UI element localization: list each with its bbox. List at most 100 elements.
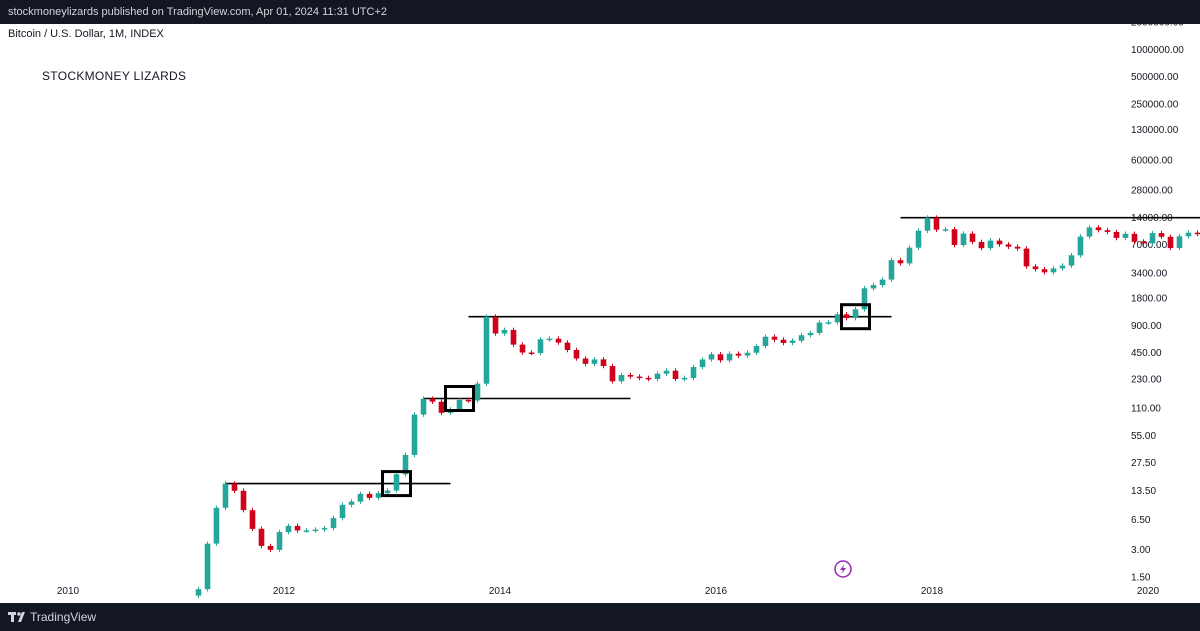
candle — [285, 523, 292, 535]
candle — [357, 491, 364, 504]
candle — [528, 350, 535, 356]
candle — [1050, 266, 1057, 275]
candle — [1131, 231, 1138, 244]
candle — [321, 525, 328, 532]
candle — [1014, 244, 1021, 251]
candle — [1158, 230, 1165, 240]
candle — [546, 336, 553, 342]
candle — [537, 337, 544, 356]
candle — [231, 481, 238, 494]
candle — [366, 491, 373, 501]
candle — [1023, 246, 1030, 269]
candle — [717, 352, 724, 363]
y-tick-label: 3400.00 — [1131, 269, 1168, 280]
candle — [1032, 264, 1039, 272]
candle — [393, 472, 400, 493]
candle — [258, 526, 265, 549]
candle — [330, 515, 337, 531]
candle — [1140, 239, 1147, 246]
candle — [852, 307, 859, 321]
candle — [375, 491, 382, 501]
price-axis[interactable]: 2000000.00 1000000.00 500000.00 250000.00 13… — [1131, 24, 1184, 584]
candle — [339, 502, 346, 521]
candle — [249, 507, 256, 532]
candle — [1122, 231, 1129, 241]
candle — [420, 396, 427, 417]
candle — [204, 541, 211, 592]
candle — [969, 231, 976, 245]
candle — [1167, 234, 1174, 251]
candle — [888, 257, 895, 282]
candle — [240, 488, 247, 513]
candle — [1077, 234, 1084, 258]
candle — [744, 350, 751, 358]
candle — [879, 277, 886, 288]
x-tick-label: 2010 — [57, 586, 80, 597]
price-chart[interactable]: 2000000.00 1000000.00 500000.00 250000.00 13… — [0, 24, 1200, 603]
y-tick-label: 3.00 — [1131, 545, 1151, 556]
candle — [987, 238, 994, 251]
publish-info-bar: stockmoneylizards published on TradingVi… — [0, 0, 1200, 24]
tradingview-brand[interactable]: TradingView — [30, 610, 97, 624]
candle — [591, 357, 598, 367]
candle — [600, 357, 607, 369]
candle — [798, 332, 805, 343]
candle — [555, 336, 562, 345]
candle — [1176, 234, 1183, 251]
candle — [735, 351, 742, 358]
candle — [861, 286, 868, 312]
candle — [1113, 229, 1120, 241]
candle — [690, 364, 697, 381]
candle — [753, 343, 760, 355]
y-tick-label: 7000.00 — [1131, 240, 1168, 251]
time-axis[interactable]: 2010201220142016201820202022202420262028 — [57, 586, 1200, 597]
y-tick-label: 60000.00 — [1131, 156, 1173, 167]
y-tick-label: 900.00 — [1131, 321, 1162, 332]
x-tick-label: 2020 — [1137, 586, 1160, 597]
candle — [276, 529, 283, 552]
y-tick-label: 13.50 — [1131, 486, 1156, 497]
lightning-badge-icon[interactable] — [834, 560, 852, 578]
candle — [978, 239, 985, 251]
candle — [942, 226, 949, 232]
candle — [870, 282, 877, 291]
horizontal-levels — [225, 216, 1200, 485]
candle — [906, 245, 913, 266]
candle — [1059, 263, 1066, 271]
candle — [303, 528, 310, 533]
breakout-boxes — [381, 303, 871, 498]
x-tick-label: 2016 — [705, 586, 728, 597]
candle — [564, 340, 571, 353]
candle — [483, 314, 490, 386]
y-tick-label: 500000.00 — [1131, 72, 1179, 83]
candles — [195, 215, 1200, 598]
tradingview-logo-icon[interactable] — [8, 610, 26, 624]
candle — [492, 314, 499, 336]
x-tick-label: 2012 — [273, 586, 296, 597]
candle — [663, 368, 670, 376]
publish-info-text: stockmoneylizards published on TradingVi… — [8, 6, 388, 18]
x-tick-label: 2014 — [489, 586, 512, 597]
y-tick-label: 1000000.00 — [1131, 45, 1184, 56]
candle — [726, 351, 733, 363]
candle — [816, 320, 823, 336]
candle — [645, 375, 652, 382]
candle — [672, 368, 679, 382]
candle — [609, 363, 616, 384]
candle — [213, 505, 220, 546]
candle — [897, 257, 904, 266]
y-tick-label: 2000000.00 — [1131, 24, 1184, 29]
y-tick-label: 1.50 — [1131, 573, 1151, 584]
candle — [1041, 266, 1048, 275]
y-tick-label: 230.00 — [1131, 375, 1162, 386]
candle — [582, 356, 589, 367]
candle — [1185, 230, 1192, 239]
candle — [267, 543, 274, 552]
y-tick-label: 6.50 — [1131, 515, 1151, 526]
candle — [510, 327, 517, 347]
candle — [789, 338, 796, 346]
candle — [1005, 242, 1012, 249]
candle — [915, 228, 922, 250]
candle — [771, 334, 778, 342]
candle — [762, 334, 769, 349]
